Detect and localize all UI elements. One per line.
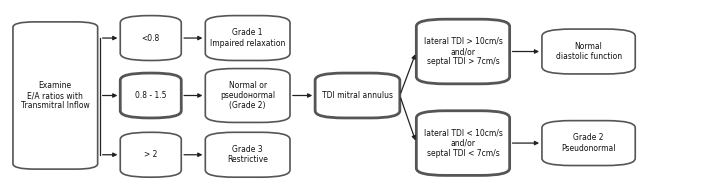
FancyBboxPatch shape <box>205 16 290 61</box>
FancyBboxPatch shape <box>416 111 510 175</box>
FancyBboxPatch shape <box>120 132 181 177</box>
FancyBboxPatch shape <box>205 132 290 177</box>
Text: lateral TDI > 10cm/s
and/or
septal TDI > 7cm/s: lateral TDI > 10cm/s and/or septal TDI >… <box>423 37 502 66</box>
FancyBboxPatch shape <box>542 29 635 74</box>
Text: Grade 2
Pseudonormal: Grade 2 Pseudonormal <box>561 133 616 153</box>
Text: <0.8: <0.8 <box>141 34 160 43</box>
Text: > 2: > 2 <box>144 150 157 159</box>
Text: Normal
diastolic function: Normal diastolic function <box>555 42 621 61</box>
FancyBboxPatch shape <box>416 19 510 84</box>
FancyBboxPatch shape <box>120 73 181 118</box>
Text: lateral TDI < 10cm/s
and/or
septal TDI < 7cm/s: lateral TDI < 10cm/s and/or septal TDI <… <box>423 128 502 158</box>
FancyBboxPatch shape <box>205 69 290 122</box>
Text: TDI mitral annulus: TDI mitral annulus <box>322 91 393 100</box>
Text: Grade 1
Impaired relaxation: Grade 1 Impaired relaxation <box>210 28 286 48</box>
FancyBboxPatch shape <box>120 16 181 61</box>
Text: Normal or
pseudонormal
(Grade 2): Normal or pseudонormal (Grade 2) <box>220 81 276 110</box>
FancyBboxPatch shape <box>13 22 98 169</box>
Text: 0.8 - 1.5: 0.8 - 1.5 <box>135 91 167 100</box>
Text: Examine
E/A ratios with
Transmitral Inflow: Examine E/A ratios with Transmitral Infl… <box>21 81 90 110</box>
FancyBboxPatch shape <box>315 73 399 118</box>
FancyBboxPatch shape <box>542 121 635 166</box>
Text: Grade 3
Restrictive: Grade 3 Restrictive <box>227 145 268 164</box>
